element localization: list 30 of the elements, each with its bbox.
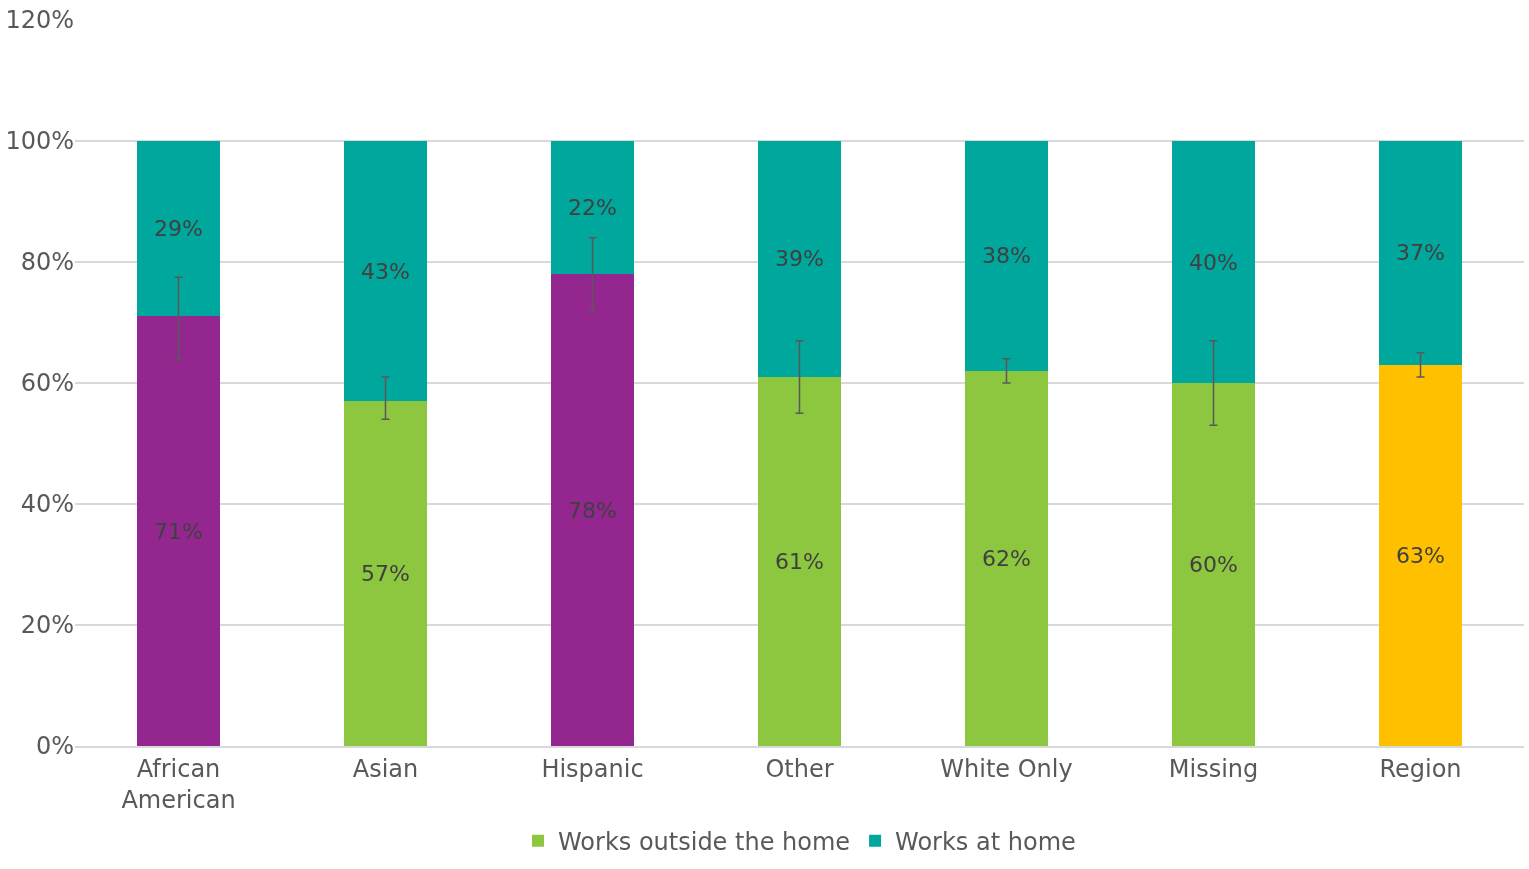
data-label: 57% [361,561,410,587]
x-tick-label: Asian [352,754,419,783]
data-label: 39% [775,246,824,272]
data-label: 38% [982,243,1031,269]
x-tick-label: Hispanic [541,754,644,783]
x-tick-label: Other [765,754,834,783]
data-label: 43% [361,258,410,284]
data-label: 40% [1189,249,1238,275]
y-tick-label: 60% [20,369,74,398]
data-label: 62% [982,545,1031,571]
data-label: 60% [1189,552,1238,577]
data-label: 61% [775,548,824,574]
y-tick-label: 0% [35,732,74,761]
x-tick-label: Missing [1168,754,1259,783]
y-tick-label: 40% [20,490,74,519]
x-tick-label: White Only [940,754,1073,783]
data-label: 63% [1396,542,1445,568]
legend-label: Works at home [895,828,1076,857]
y-tick-label: 120% [5,6,74,35]
legend-label: Works outside the home [558,828,851,857]
data-label: 78% [568,497,617,523]
data-label: 29% [154,216,203,242]
data-label: 37% [1396,240,1445,266]
y-tick-label: 20% [20,611,74,640]
data-label: 71% [154,518,203,544]
data-label: 22% [568,195,617,221]
x-tick-label: Region [1379,754,1462,783]
x-tick-label: African American [121,754,236,814]
y-tick-label: 80% [20,248,74,277]
y-tick-label: 100% [5,127,74,156]
